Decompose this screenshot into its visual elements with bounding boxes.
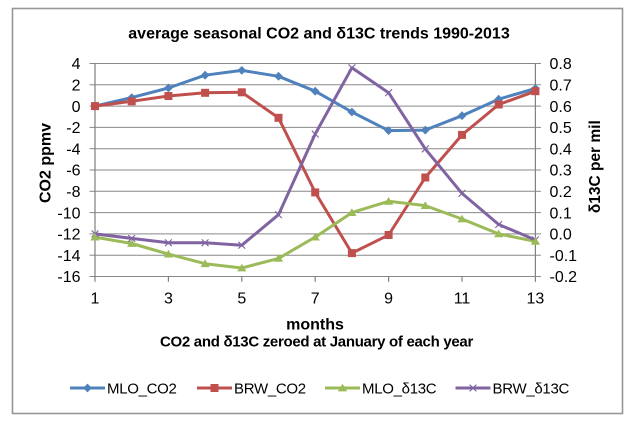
svg-text:CO2 and δ13C zeroed at January: CO2 and δ13C zeroed at January of each y…: [160, 334, 473, 351]
svg-text:BRW_CO2: BRW_CO2: [234, 381, 306, 398]
svg-text:-2: -2: [66, 120, 80, 137]
svg-text:0.8: 0.8: [550, 56, 572, 73]
svg-text:-0.1: -0.1: [550, 248, 578, 265]
svg-text:CO2 ppmv: CO2 ppmv: [38, 123, 55, 203]
svg-text:13: 13: [527, 291, 545, 308]
svg-text:0.4: 0.4: [550, 141, 572, 158]
svg-text:-6: -6: [66, 163, 80, 180]
svg-text:9: 9: [384, 291, 393, 308]
svg-text:BRW_δ13C: BRW_δ13C: [493, 381, 570, 398]
svg-text:-0.2: -0.2: [550, 269, 578, 286]
svg-text:-14: -14: [57, 248, 80, 265]
svg-text:0: 0: [72, 99, 81, 116]
svg-text:months: months: [286, 317, 344, 334]
svg-text:5: 5: [237, 291, 246, 308]
svg-text:0.0: 0.0: [550, 227, 572, 244]
svg-text:δ13C per mil: δ13C per mil: [587, 120, 604, 213]
svg-text:0.7: 0.7: [550, 78, 572, 95]
svg-text:11: 11: [454, 291, 471, 308]
svg-text:average seasonal CO2 and δ13C: average seasonal CO2 and δ13C trends 199…: [128, 26, 510, 43]
svg-text:-8: -8: [66, 184, 80, 201]
svg-text:0.6: 0.6: [550, 99, 572, 116]
svg-text:0.3: 0.3: [550, 163, 572, 180]
svg-text:-12: -12: [57, 227, 80, 244]
svg-text:2: 2: [72, 78, 81, 95]
svg-text:-4: -4: [66, 141, 80, 158]
svg-text:4: 4: [72, 56, 81, 73]
svg-text:0.1: 0.1: [550, 205, 572, 222]
svg-text:1: 1: [91, 291, 100, 308]
svg-text:0.5: 0.5: [550, 120, 572, 137]
svg-text:-16: -16: [57, 269, 80, 286]
svg-text:MLO_δ13C: MLO_δ13C: [362, 381, 437, 398]
svg-text:-10: -10: [57, 205, 80, 222]
svg-text:7: 7: [311, 291, 320, 308]
svg-text:0.2: 0.2: [550, 184, 572, 201]
svg-text:MLO_CO2: MLO_CO2: [107, 381, 177, 398]
svg-text:3: 3: [164, 291, 173, 308]
